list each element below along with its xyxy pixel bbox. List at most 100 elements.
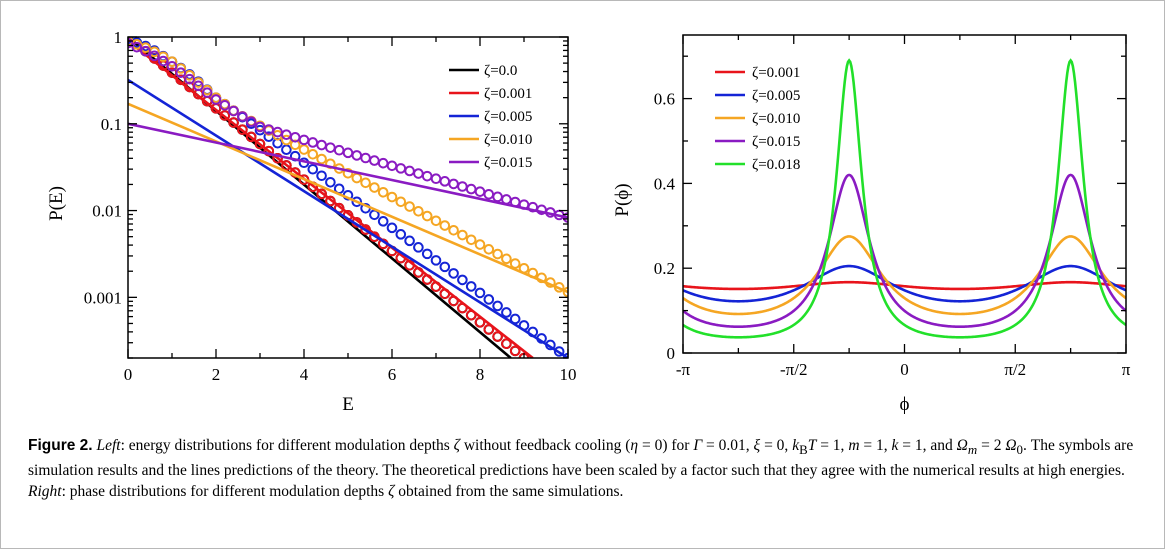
sim-point-4 [201,87,213,99]
theory-line-4 [128,122,568,219]
sim-point-4 [474,186,486,197]
sim-point-3 [492,248,503,260]
legend-label: ζ=0.001 [484,86,532,102]
sim-point-3 [289,139,301,151]
y-axis-label: P(ϕ) [612,183,633,216]
sim-point-3 [316,153,327,165]
sim-point-2 [351,196,363,208]
sim-point-4 [369,155,380,166]
sim-point-4 [448,178,459,190]
left-plot-area [128,37,568,358]
sim-point-4 [404,165,415,177]
sim-point-1 [421,274,433,285]
legend-label: ζ=0.010 [484,132,532,148]
figure-svg: 0 2 4 6 8 10 1 0.1 0.01 0.001 E P(E) ζ=0.0 ζ=0.001 ζ=0… [46,28,1131,415]
sim-point-4 [421,170,433,182]
sim-point-2 [545,339,556,351]
sim-point-2 [421,248,433,260]
sim-point-2 [439,261,451,273]
sim-point-1 [245,131,257,143]
sim-point-3 [501,253,512,265]
sim-point-2 [509,313,521,325]
x-tick-label: 10 [560,365,577,384]
sim-point-2 [307,163,319,175]
sim-point-4 [439,176,451,187]
sim-point-3 [307,148,319,160]
sim-point-4 [219,100,231,111]
sim-point-3 [518,263,530,274]
y-axis-label: P(E) [46,186,67,221]
sim-point-4 [395,163,407,174]
sim-point-2 [536,333,547,344]
sim-point-1 [448,295,459,307]
sim-point-3 [377,186,389,198]
y-tick-label: 1 [114,28,123,47]
sim-point-1 [360,224,371,235]
sim-point-4 [193,80,204,92]
figure-caption-text: Left: energy distributions for different… [28,437,1134,501]
legend-label: ζ=0.005 [752,88,800,104]
sim-point-4 [157,55,169,67]
sim-point-1 [483,324,495,335]
phase-curve-1 [683,264,1126,303]
sim-point-2 [281,144,292,156]
sim-point-2 [527,326,539,338]
sim-point-1 [474,317,486,328]
sim-point-1 [457,302,468,314]
sim-point-2 [457,274,468,286]
sim-point-4 [140,45,151,57]
sim-point-1 [509,345,521,357]
sim-point-3 [483,244,495,255]
sim-point-3 [465,234,477,246]
y-tick-label: 0.6 [654,90,675,109]
sim-point-4 [342,147,354,159]
sim-point-4 [386,160,398,172]
sim-point-3 [360,177,371,189]
sim-point-3 [413,205,424,217]
sim-point-2 [395,229,407,240]
x-axis-label: ϕ [899,394,909,415]
sim-point-3 [369,182,380,193]
sim-point-4 [307,137,319,148]
sim-point-4 [210,94,222,105]
sim-point-2 [465,281,477,292]
sim-point-4 [184,73,195,85]
sim-point-2 [518,320,530,331]
sim-point-1 [281,160,292,171]
sim-point-1 [501,338,512,350]
sim-point-4 [501,194,512,205]
sim-point-4 [457,181,468,192]
sim-point-1 [492,331,503,342]
phase-curve-2 [683,235,1126,316]
phase-curve-4 [683,58,1126,339]
sim-point-2 [483,294,495,305]
sim-point-2 [377,216,389,227]
legend-label: ζ=0.010 [752,111,800,127]
sim-point-2 [316,170,327,182]
sim-point-2 [325,176,336,188]
legend-label: ζ=0.015 [752,134,800,150]
sim-point-2 [386,222,398,234]
sim-point-4 [360,152,371,164]
sim-point-1 [237,124,248,136]
sim-point-4 [166,60,178,72]
legend-label: ζ=0.001 [752,65,800,81]
sim-point-4 [351,150,363,161]
x-axis-label: E [342,394,354,415]
x-tick-label: 2 [212,365,221,384]
sim-point-4 [562,212,568,223]
sim-point-1 [254,138,266,150]
sim-point-4 [325,142,336,153]
sim-point-4 [377,157,389,169]
legend-label: ζ=0.018 [752,157,800,173]
sim-point-4 [316,139,327,151]
x-tick-label: -π/2 [780,360,807,379]
x-tick-label: 6 [388,365,397,384]
x-tick-label: 4 [300,365,309,384]
sim-point-4 [430,173,442,185]
sim-point-1 [430,281,442,292]
right-axes-frame [682,34,1127,354]
sim-point-3 [351,172,363,184]
sim-point-1 [325,195,336,207]
